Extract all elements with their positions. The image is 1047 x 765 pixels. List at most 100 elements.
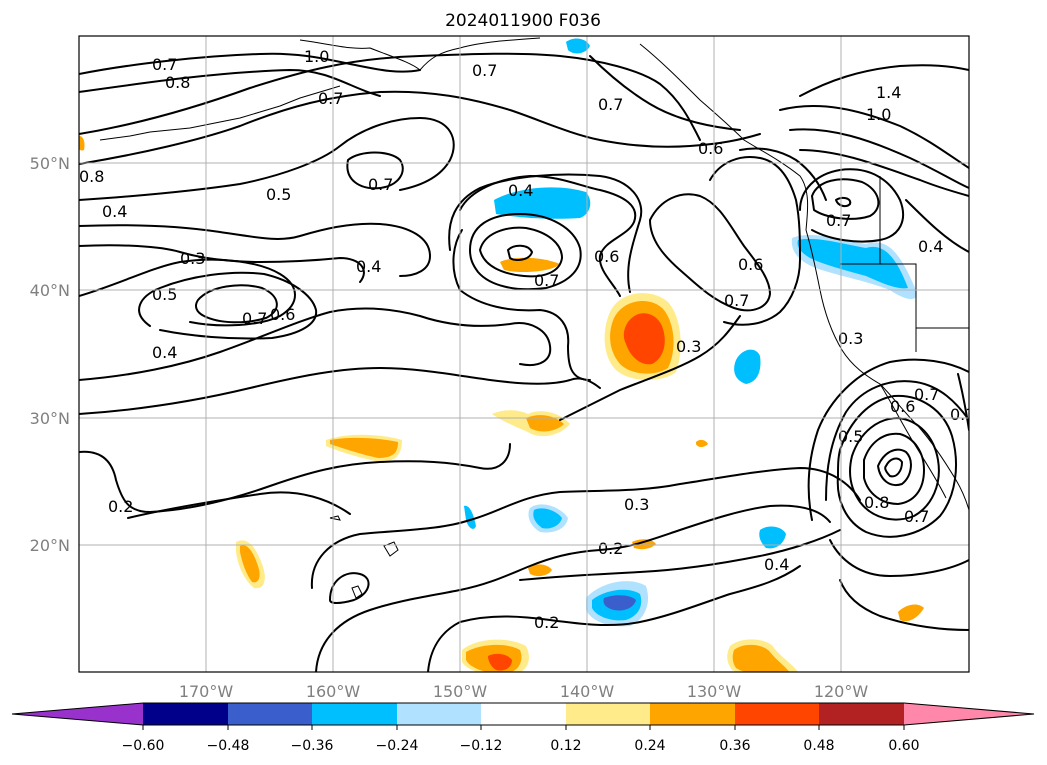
contour-line bbox=[835, 196, 852, 208]
colorbar-tick-label: −0.48 bbox=[207, 738, 250, 754]
contour-line bbox=[79, 367, 601, 415]
contour-line bbox=[79, 307, 552, 381]
contour-line bbox=[427, 565, 801, 672]
contour-line bbox=[799, 64, 969, 97]
contour-label: 0.3 bbox=[838, 329, 863, 348]
positive-anomaly-region bbox=[240, 545, 260, 583]
contour-label: 0.2 bbox=[108, 497, 133, 516]
contour-line bbox=[79, 90, 761, 165]
contour-label: 0.2 bbox=[598, 539, 623, 558]
contour-line bbox=[863, 432, 925, 505]
contour-line bbox=[79, 222, 431, 277]
contour-line bbox=[79, 443, 511, 513]
colorbar-segment bbox=[566, 703, 650, 725]
contour-label: 0.5 bbox=[266, 185, 291, 204]
contour-label: 0.8 bbox=[79, 167, 104, 186]
contour-line bbox=[649, 193, 771, 312]
lat-label: 20°N bbox=[30, 536, 70, 555]
positive-anomaly-region bbox=[330, 437, 398, 458]
positive-anomaly-region bbox=[528, 564, 552, 577]
positive-anomaly-region bbox=[500, 257, 560, 272]
contour-label: 0.5 bbox=[838, 427, 863, 446]
contour-line bbox=[79, 52, 701, 141]
contour-line bbox=[807, 358, 969, 521]
colorbar-segment bbox=[228, 703, 312, 725]
colorbar-tick-label: −0.36 bbox=[291, 738, 334, 754]
contour-line bbox=[448, 173, 643, 293]
contour-label: 0.6 bbox=[270, 305, 295, 324]
contour-line bbox=[811, 178, 880, 220]
colorbar-tick-label: −0.24 bbox=[376, 738, 419, 754]
positive-anomaly-region bbox=[488, 653, 512, 671]
contour-line bbox=[589, 55, 741, 131]
lat-label: 50°N bbox=[30, 154, 70, 173]
positive-anomaly-region bbox=[79, 135, 85, 151]
contour-line bbox=[799, 149, 969, 197]
lon-label: 120°W bbox=[814, 682, 869, 701]
negative-anomaly-region bbox=[734, 349, 761, 384]
contour-line bbox=[79, 69, 381, 97]
contour-line bbox=[479, 226, 563, 278]
contour-line bbox=[310, 467, 861, 589]
colorbar-segment bbox=[312, 703, 397, 725]
contour-label: 0.7 bbox=[534, 271, 559, 290]
contour-label: 0.8 bbox=[864, 493, 889, 512]
contour-label: 0.7 bbox=[914, 385, 939, 404]
negative-anomaly-region bbox=[759, 526, 786, 549]
colorbar-tick-label: 0.12 bbox=[550, 738, 581, 754]
contour-labels: 0.7 0.8 1.0 0.7 0.7 0.7 0.6 1.4 1.0 0.8 … bbox=[79, 47, 975, 632]
longitude-labels: 170°W 160°W 150°W 140°W 130°W 120°W bbox=[179, 682, 869, 701]
contour-line bbox=[507, 244, 533, 261]
lon-label: 170°W bbox=[179, 682, 234, 701]
contour-line bbox=[315, 504, 831, 672]
contour-line bbox=[789, 128, 969, 189]
aleutian-islands bbox=[99, 85, 341, 141]
contour-label: 0.3 bbox=[950, 405, 975, 424]
contour-label: 0.4 bbox=[102, 202, 127, 221]
contour-label: 0.7 bbox=[368, 175, 393, 194]
colorbar-tick-label: 0.60 bbox=[888, 738, 919, 754]
colorbar-tick-label: 0.36 bbox=[719, 738, 750, 754]
contour-line bbox=[829, 539, 969, 577]
contour-label: 0.7 bbox=[598, 95, 623, 114]
contour-label: 0.3 bbox=[676, 337, 701, 356]
contour-line bbox=[709, 156, 801, 326]
figure-title: 2024011900 F036 bbox=[445, 11, 601, 31]
contour-label: 0.4 bbox=[152, 343, 177, 362]
contour-line bbox=[329, 572, 370, 604]
contour-line bbox=[138, 271, 318, 340]
contour-line bbox=[957, 373, 969, 431]
colorbar-tick-label: 0.48 bbox=[803, 738, 834, 754]
positive-anomaly-region bbox=[526, 415, 564, 432]
negative-anomaly-region bbox=[494, 187, 591, 219]
graticule bbox=[79, 36, 969, 672]
contour-line bbox=[459, 289, 591, 381]
contour-label: 1.0 bbox=[304, 47, 329, 66]
colorbar-tick-label: −0.60 bbox=[122, 738, 165, 754]
contour-line bbox=[79, 52, 421, 75]
colorbar-segment bbox=[397, 703, 481, 725]
colorbar-ticks bbox=[142, 725, 905, 730]
colorbar-segment bbox=[650, 703, 735, 725]
contour-label: 1.4 bbox=[876, 83, 901, 102]
colorbar-tick-label: 0.24 bbox=[634, 738, 665, 754]
alaska-panhandle-coast bbox=[639, 43, 809, 231]
contour-label: 0.7 bbox=[826, 211, 851, 230]
positive-anomaly-region bbox=[898, 604, 924, 622]
positive-anomaly-region bbox=[696, 439, 708, 447]
contour-line bbox=[79, 117, 455, 201]
lat-label: 30°N bbox=[30, 409, 70, 428]
positive-anomaly-region bbox=[623, 313, 665, 365]
latitude-labels: 50°N 40°N 30°N 20°N bbox=[30, 154, 70, 555]
negative-anomaly-region bbox=[533, 508, 562, 529]
map-panel: 0.7 0.8 1.0 0.7 0.7 0.7 0.6 1.4 1.0 0.8 … bbox=[78, 35, 975, 673]
contour-label: 0.5 bbox=[152, 285, 177, 304]
positive-anomaly-region bbox=[632, 539, 656, 550]
contour-label: 0.2 bbox=[534, 613, 559, 632]
contour-label: 0.3 bbox=[624, 495, 649, 514]
contour-line bbox=[884, 457, 903, 478]
contour-label: 0.7 bbox=[152, 55, 177, 74]
contour-label: 0.3 bbox=[180, 249, 205, 268]
lon-label: 130°W bbox=[687, 682, 742, 701]
colorbar-segment bbox=[12, 703, 143, 725]
